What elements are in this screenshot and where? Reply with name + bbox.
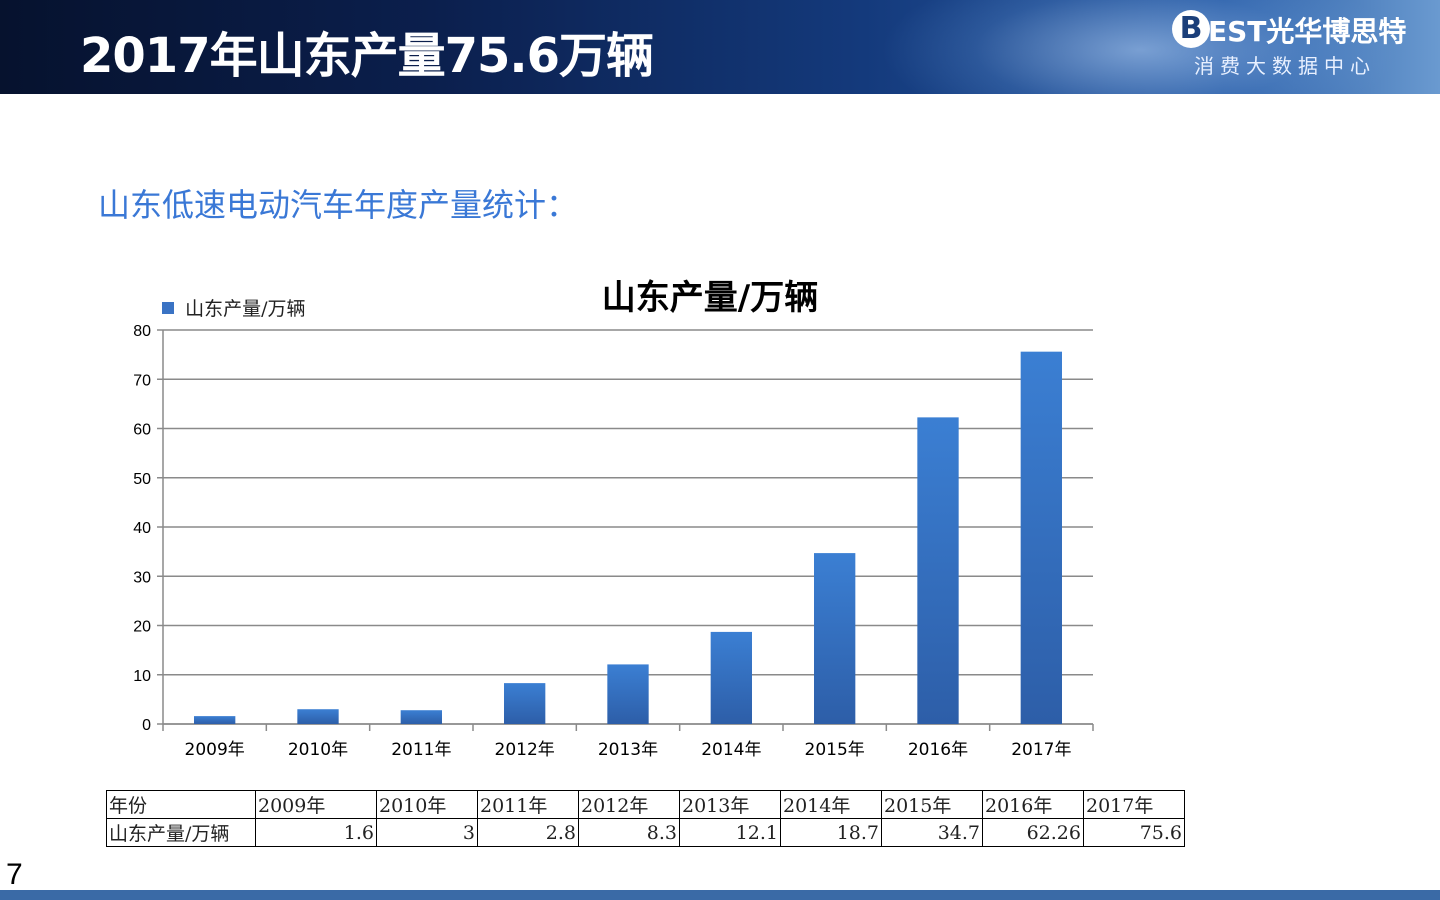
logo-mark: B xyxy=(1172,10,1210,48)
table-value-cell: 18.7 xyxy=(780,818,882,847)
header-banner: 2017年山东产量75.6万辆 B EST光华博思特 消费大数据中心 xyxy=(0,0,1440,94)
bar xyxy=(917,417,959,724)
logo-subtitle: 消费大数据中心 xyxy=(1194,54,1376,78)
table-value-cell: 75.6 xyxy=(1083,818,1185,847)
table-value-cell: 62.26 xyxy=(982,818,1084,847)
y-tick-label: 60 xyxy=(133,422,151,439)
x-tick-label: 2014年 xyxy=(701,740,761,760)
x-tick-label: 2012年 xyxy=(495,740,555,760)
table-value-cell: 34.7 xyxy=(881,818,983,847)
legend-swatch xyxy=(162,301,174,314)
y-tick-label: 80 xyxy=(133,323,151,340)
bar xyxy=(1020,351,1062,724)
table-year-cell: 2009年 xyxy=(255,790,377,819)
table-value-cell: 8.3 xyxy=(578,818,680,847)
y-tick-label: 50 xyxy=(133,471,151,488)
table-year-cell: 2010年 xyxy=(376,790,478,819)
x-tick-label: 2011年 xyxy=(391,740,451,760)
data-table: 年份 2009年 2010年 2011年 2012年 2013年 2014年 2015年 20… xyxy=(106,790,1185,847)
table-year-cell: 2014年 xyxy=(780,790,882,819)
y-tick-label: 40 xyxy=(133,520,151,537)
table-year-cell: 2012年 xyxy=(578,790,680,819)
table-row-label: 山东产量/万辆 xyxy=(106,818,256,847)
table-value-cell: 12.1 xyxy=(679,818,781,847)
table-value-cell: 3 xyxy=(376,818,478,847)
table-year-cell: 2016年 xyxy=(982,790,1084,819)
bar xyxy=(297,709,339,724)
x-tick-label: 2009年 xyxy=(185,740,245,760)
y-tick-label: 0 xyxy=(142,717,151,734)
footer-bar xyxy=(0,890,1440,900)
table-row-values: 山东产量/万辆 1.6 3 2.8 8.3 12.1 18.7 34.7 62.26 75.6 xyxy=(106,818,1185,847)
table-value-cell: 1.6 xyxy=(255,818,377,847)
table-year-cell: 2015年 xyxy=(881,790,983,819)
chart-legend: 山东产量/万辆 xyxy=(162,294,306,320)
chart-title: 山东产量/万辆 xyxy=(601,278,819,318)
bar xyxy=(607,664,649,724)
bar xyxy=(814,553,856,724)
bar-chart: 0 10 20 30 40 50 60 70 80 2009年 2010年 2011年 2012年 201… xyxy=(133,323,1094,760)
section-subtitle: 山东低速电动汽车年度产量统计： xyxy=(98,186,579,224)
brand-logo: B EST光华博思特 消费大数据中心 xyxy=(1172,8,1422,84)
y-tick-label: 30 xyxy=(133,569,151,586)
x-tick-label: 2013年 xyxy=(598,740,658,760)
bar xyxy=(400,710,442,724)
y-tick-label: 70 xyxy=(133,372,151,389)
x-tick-label: 2010年 xyxy=(288,740,348,760)
table-header-cell: 年份 xyxy=(106,790,256,819)
y-tick-label: 20 xyxy=(133,619,151,636)
x-tick-label: 2016年 xyxy=(908,740,968,760)
bar xyxy=(504,683,546,724)
table-year-cell: 2013年 xyxy=(679,790,781,819)
page-number: 7 xyxy=(6,858,23,891)
table-year-cell: 2011年 xyxy=(477,790,579,819)
header-glow xyxy=(880,0,1400,94)
x-tick-label: 2017年 xyxy=(1011,740,1071,760)
x-tick-label: 2015年 xyxy=(805,740,865,760)
table-year-cell: 2017年 xyxy=(1083,790,1185,819)
table-row-years: 年份 2009年 2010年 2011年 2012年 2013年 2014年 2015年 20… xyxy=(106,790,1185,819)
bar xyxy=(710,631,752,724)
legend-label: 山东产量/万辆 xyxy=(185,298,306,320)
table-value-cell: 2.8 xyxy=(477,818,579,847)
logo-brand-text: EST光华博思特 xyxy=(1208,15,1407,48)
bar xyxy=(194,716,236,724)
page-title: 2017年山东产量75.6万辆 xyxy=(80,28,654,84)
y-tick-label: 10 xyxy=(133,668,151,685)
